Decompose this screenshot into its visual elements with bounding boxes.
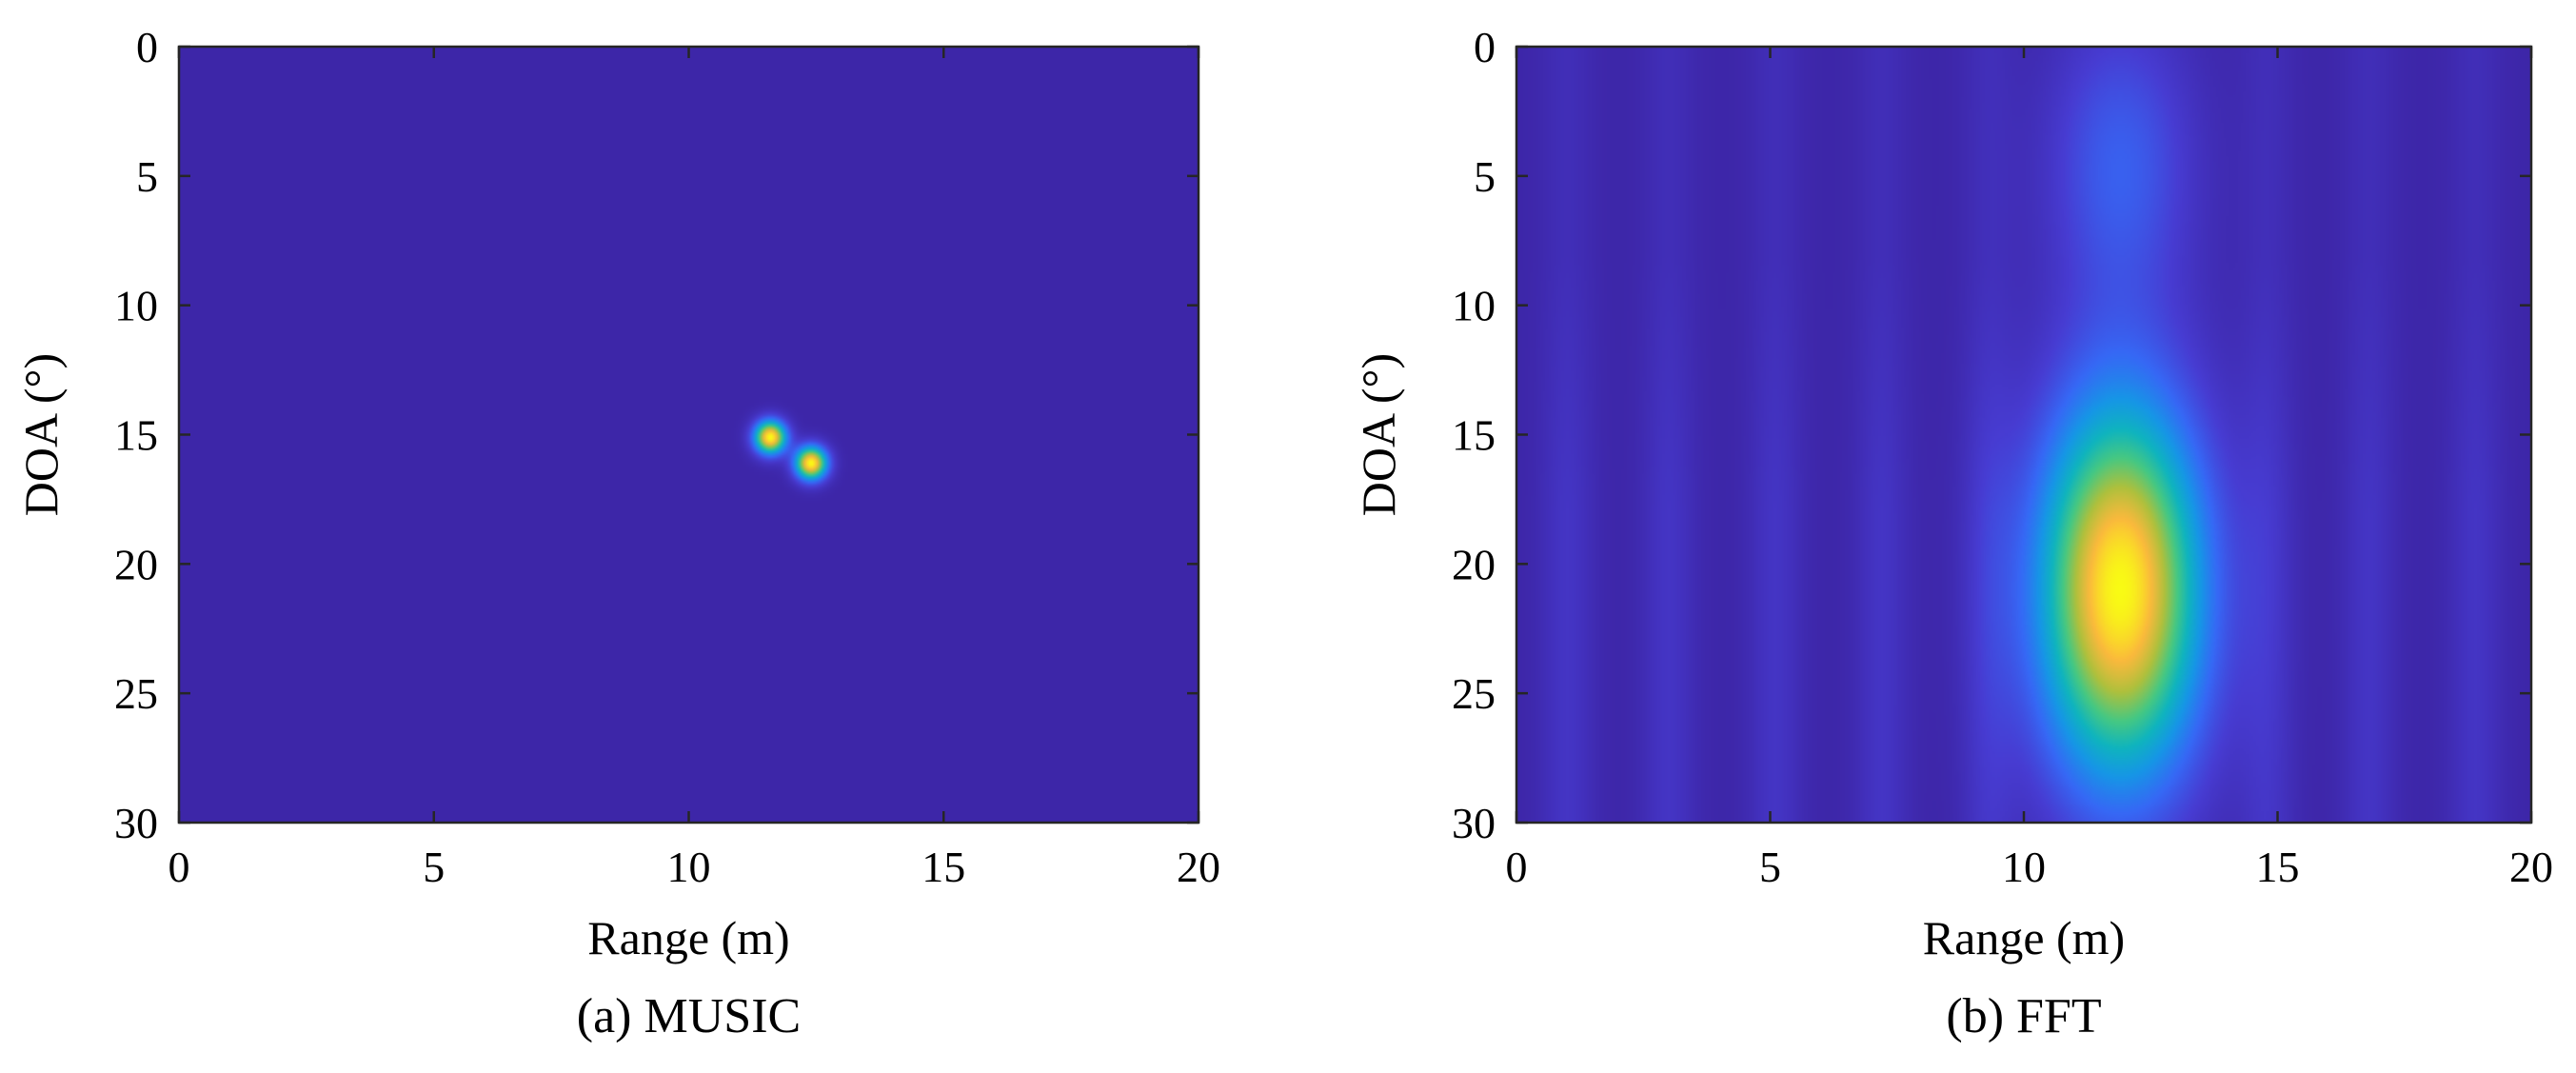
fft-ytick-label: 30 — [1452, 799, 1496, 847]
fft-panel: 0 5 10 15 20 0 5 10 15 20 25 30 Range (m) DOA (°) (b) … — [1352, 23, 2553, 1043]
fft-xtick-label: 15 — [2256, 843, 2300, 891]
fft-xtick-label: 5 — [1759, 843, 1781, 891]
fft-ytick-label: 10 — [1452, 282, 1496, 330]
music-ytick-label: 0 — [136, 23, 158, 71]
fft-ytick-label: 25 — [1452, 669, 1496, 718]
fft-heatmap — [1516, 47, 2531, 823]
music-ylabel: DOA (°) — [14, 353, 68, 516]
fft-ylabel: DOA (°) — [1352, 353, 1405, 516]
music-xtick-label: 5 — [423, 843, 445, 891]
fft-caption: (b) FFT — [1946, 989, 2101, 1043]
music-xlabel: Range (m) — [587, 911, 789, 964]
fft-xtick-label: 0 — [1506, 843, 1528, 891]
music-xtick-label: 0 — [168, 843, 190, 891]
fft-ytick-label: 15 — [1452, 411, 1496, 460]
fft-xtick-label: 20 — [2509, 843, 2553, 891]
music-ytick-label: 30 — [114, 799, 158, 847]
music-xtick-label: 10 — [667, 843, 711, 891]
music-ytick-label: 5 — [136, 152, 158, 201]
fft-xtick-label: 10 — [2002, 843, 2046, 891]
fft-xlabel: Range (m) — [1923, 911, 2125, 964]
music-xtick-label: 15 — [921, 843, 965, 891]
music-ytick-label: 15 — [114, 411, 158, 460]
fft-ytick-label: 0 — [1474, 23, 1496, 71]
music-ytick-label: 10 — [114, 282, 158, 330]
music-caption: (a) MUSIC — [577, 989, 801, 1043]
fft-ytick-label: 5 — [1474, 152, 1496, 201]
music-ytick-label: 25 — [114, 669, 158, 718]
music-ytick-label: 20 — [114, 540, 158, 588]
fft-ytick-label: 20 — [1452, 540, 1496, 588]
music-xtick-label: 20 — [1177, 843, 1220, 891]
music-panel: 0 5 10 15 20 0 5 10 15 20 25 30 Range (m) DOA (°) (a) … — [14, 23, 1220, 1043]
music-heatmap — [179, 47, 1199, 823]
